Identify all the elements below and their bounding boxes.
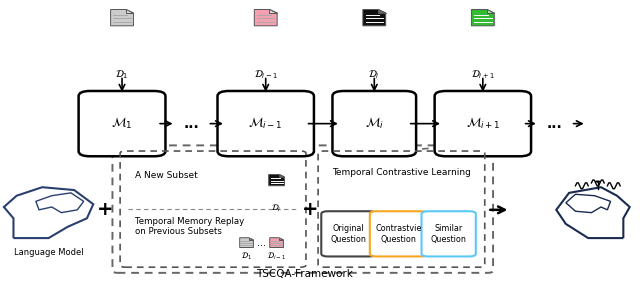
- Text: TSCQA-Framework: TSCQA-Framework: [255, 269, 353, 279]
- Text: ...: ...: [547, 117, 563, 131]
- PathPatch shape: [556, 187, 630, 238]
- Polygon shape: [240, 238, 253, 247]
- FancyBboxPatch shape: [370, 211, 428, 256]
- Text: $\mathcal{D}_{i-1}$: $\mathcal{D}_{i-1}$: [254, 68, 278, 81]
- Text: $\mathcal{M}_1$: $\mathcal{M}_1$: [111, 116, 132, 131]
- Text: $\mathcal{M}_i$: $\mathcal{M}_i$: [365, 116, 384, 131]
- Polygon shape: [269, 174, 284, 186]
- FancyBboxPatch shape: [218, 91, 314, 156]
- Text: Temporal Memory Replay
on Previous Subsets: Temporal Memory Replay on Previous Subse…: [135, 217, 244, 236]
- Text: Temporal Contrastive Learning: Temporal Contrastive Learning: [332, 168, 471, 177]
- Text: $\mathcal{D}_i$: $\mathcal{D}_i$: [369, 68, 380, 81]
- Text: ...: ...: [184, 117, 199, 131]
- Polygon shape: [378, 9, 386, 13]
- PathPatch shape: [4, 187, 93, 238]
- Text: ...: ...: [257, 238, 266, 248]
- Text: Original
Question: Original Question: [330, 224, 366, 244]
- Polygon shape: [486, 9, 494, 13]
- FancyBboxPatch shape: [321, 211, 376, 256]
- Polygon shape: [472, 9, 494, 26]
- Text: +: +: [301, 200, 318, 219]
- Polygon shape: [279, 174, 284, 177]
- FancyBboxPatch shape: [79, 91, 166, 156]
- FancyBboxPatch shape: [435, 91, 531, 156]
- Circle shape: [595, 180, 600, 183]
- Polygon shape: [269, 238, 284, 247]
- Text: $\mathcal{D}_{i-1}$: $\mathcal{D}_{i-1}$: [267, 250, 286, 262]
- Text: A New Subset: A New Subset: [135, 171, 198, 180]
- Polygon shape: [269, 9, 277, 13]
- Polygon shape: [111, 9, 134, 26]
- Text: Contrastvie
Question: Contrastvie Question: [376, 224, 422, 244]
- FancyBboxPatch shape: [332, 91, 416, 156]
- Polygon shape: [363, 9, 386, 26]
- Text: Language Model: Language Model: [14, 248, 83, 257]
- FancyBboxPatch shape: [422, 211, 476, 256]
- Text: $\mathcal{M}_{i+1}$: $\mathcal{M}_{i+1}$: [465, 116, 500, 131]
- Text: Similar
Question: Similar Question: [431, 224, 467, 244]
- Text: $\mathcal{M}_{i-1}$: $\mathcal{M}_{i-1}$: [248, 116, 283, 131]
- Text: $\mathcal{D}_{i+1}$: $\mathcal{D}_{i+1}$: [471, 68, 495, 81]
- Polygon shape: [125, 9, 134, 13]
- Text: $\mathcal{D}_1$: $\mathcal{D}_1$: [241, 250, 252, 262]
- Polygon shape: [279, 238, 284, 240]
- Text: $\mathcal{D}_1$: $\mathcal{D}_1$: [115, 68, 129, 81]
- Text: +: +: [97, 200, 113, 219]
- Polygon shape: [249, 238, 253, 240]
- Text: $\mathcal{D}_i$: $\mathcal{D}_i$: [271, 203, 282, 214]
- Polygon shape: [254, 9, 277, 26]
